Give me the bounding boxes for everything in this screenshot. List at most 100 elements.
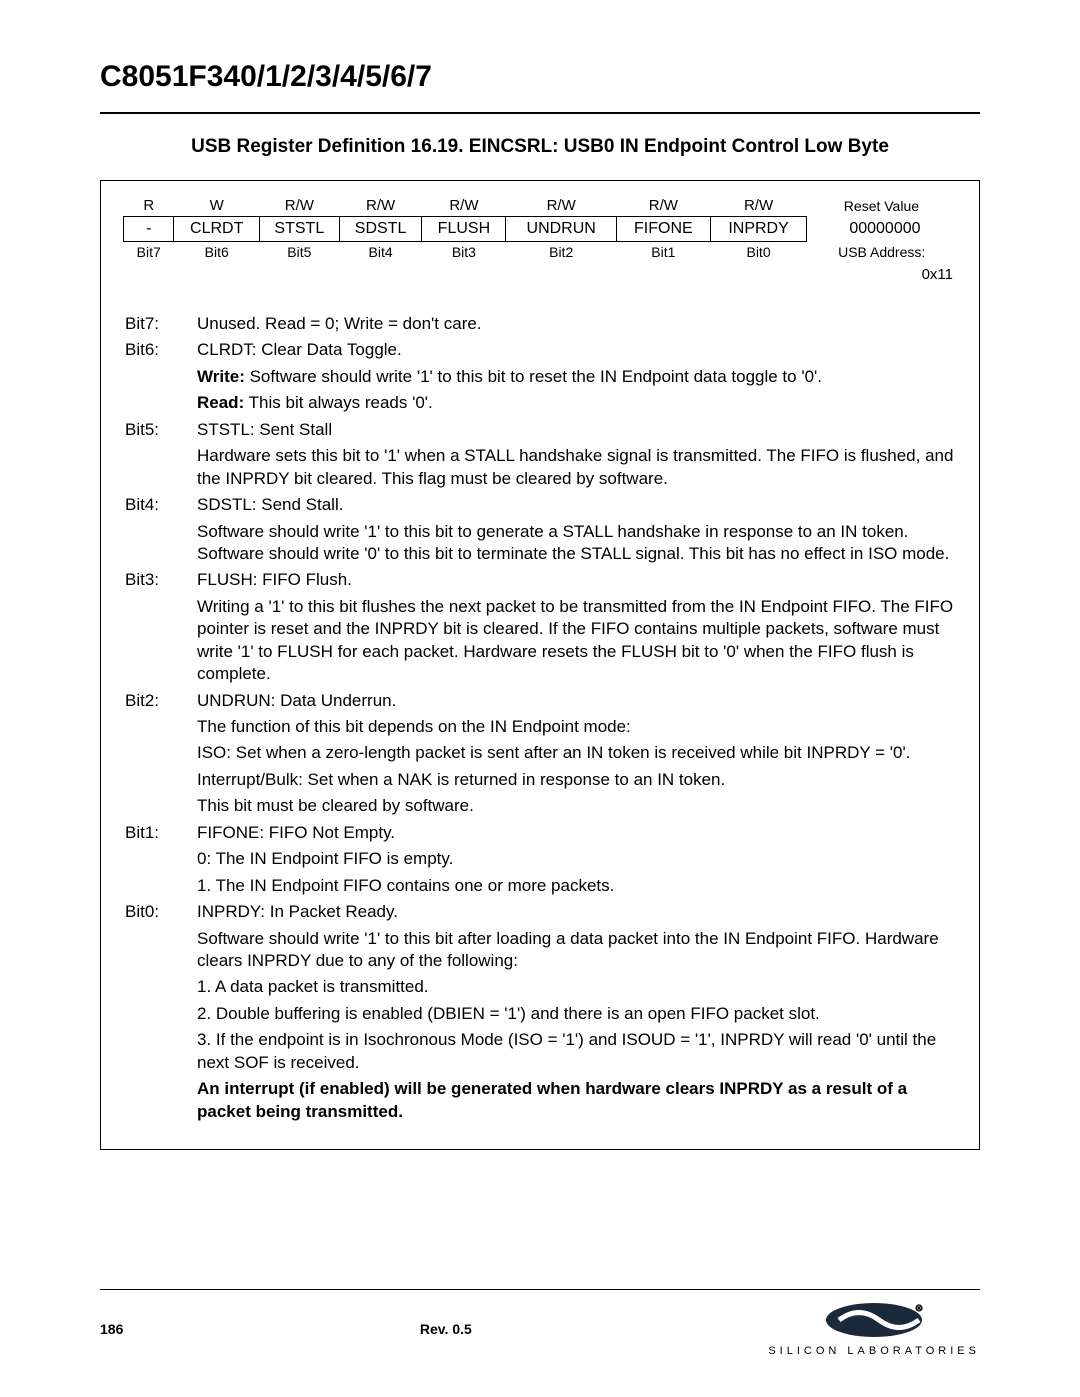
bit-cell: Bit3	[422, 242, 506, 263]
bit-label: Bit6:	[125, 339, 195, 363]
desc-row: Bit3:FLUSH: FIFO Flush.	[125, 569, 955, 593]
bit-cell: Bit1	[616, 242, 710, 263]
desc-row: Software should write '1' to this bit af…	[125, 928, 955, 975]
rw-cell: R/W	[710, 195, 807, 217]
name-cell: CLRDT	[174, 217, 259, 242]
bit-label	[125, 742, 195, 766]
desc-row: Bit7:Unused. Read = 0; Write = don't car…	[125, 313, 955, 337]
bit-cell: Bit0	[710, 242, 807, 263]
bit-label	[125, 928, 195, 975]
bit-label	[125, 976, 195, 1000]
name-cell: FIFONE	[616, 217, 710, 242]
bit-label	[125, 521, 195, 568]
reset-value: 00000000	[807, 217, 957, 242]
bit-label: Bit0:	[125, 901, 195, 925]
footer: 186 Rev. 0.5 SILICON LABORATORIES	[100, 1289, 980, 1357]
bit-description: Software should write '1' to this bit af…	[197, 928, 955, 975]
bit-label: Bit1:	[125, 822, 195, 846]
rw-row: R W R/W R/W R/W R/W R/W R/W Reset Value	[124, 195, 957, 217]
name-cell: SDSTL	[339, 217, 422, 242]
rw-cell: W	[174, 195, 259, 217]
bit-description: Read: This bit always reads '0'.	[197, 392, 955, 416]
register-title: USB Register Definition 16.19. EINCSRL: …	[100, 136, 980, 158]
bit-label	[125, 445, 195, 492]
bit-cell: Bit2	[506, 242, 617, 263]
desc-row: 1. A data packet is transmitted.	[125, 976, 955, 1000]
desc-row: Bit2:UNDRUN: Data Underrun.	[125, 690, 955, 714]
bit-description: INPRDY: In Packet Ready.	[197, 901, 955, 925]
bit-label	[125, 848, 195, 872]
desc-row: Bit6:CLRDT: Clear Data Toggle.	[125, 339, 955, 363]
bit-label: Bit2:	[125, 690, 195, 714]
desc-row: This bit must be cleared by software.	[125, 795, 955, 819]
register-box: R W R/W R/W R/W R/W R/W R/W Reset Value …	[100, 180, 980, 1150]
bit-description: Write: Software should write '1' to this…	[197, 366, 955, 390]
rw-cell: R/W	[422, 195, 506, 217]
desc-row: An interrupt (if enabled) will be genera…	[125, 1078, 955, 1125]
bit-cell: Bit5	[259, 242, 339, 263]
desc-row: The function of this bit depends on the …	[125, 716, 955, 740]
name-cell: FLUSH	[422, 217, 506, 242]
bit-label: Bit4:	[125, 494, 195, 518]
reset-value-header: Reset Value	[807, 195, 957, 217]
bit-description: Hardware sets this bit to '1' when a STA…	[197, 445, 955, 492]
desc-row: Interrupt/Bulk: Set when a NAK is return…	[125, 769, 955, 793]
bit-cell: Bit4	[339, 242, 422, 263]
bit-description: 2. Double buffering is enabled (DBIEN = …	[197, 1003, 955, 1027]
name-cell: UNDRUN	[506, 217, 617, 242]
desc-row: Read: This bit always reads '0'.	[125, 392, 955, 416]
bit-label	[125, 1003, 195, 1027]
divider-bottom	[100, 1289, 980, 1290]
desc-row: Bit4:SDSTL: Send Stall.	[125, 494, 955, 518]
silicon-labs-icon	[819, 1300, 929, 1340]
bit-description: STSTL: Sent Stall	[197, 419, 955, 443]
bit-description: 1. A data packet is transmitted.	[197, 976, 955, 1000]
usb-address-value: 0x11	[123, 266, 957, 283]
bit-description: FLUSH: FIFO Flush.	[197, 569, 955, 593]
bit-label: Bit5:	[125, 419, 195, 443]
bit-description: 1. The IN Endpoint FIFO contains one or …	[197, 875, 955, 899]
name-row: - CLRDT STSTL SDSTL FLUSH UNDRUN FIFONE …	[124, 217, 957, 242]
bit-description: Writing a '1' to this bit flushes the ne…	[197, 596, 955, 688]
bit-description: Software should write '1' to this bit to…	[197, 521, 955, 568]
bit-description: ISO: Set when a zero-length packet is se…	[197, 742, 955, 766]
desc-row: 0: The IN Endpoint FIFO is empty.	[125, 848, 955, 872]
name-cell: INPRDY	[710, 217, 807, 242]
rw-cell: R	[124, 195, 174, 217]
page-number: 186	[100, 1321, 123, 1337]
bit-label	[125, 596, 195, 688]
divider-top	[100, 112, 980, 114]
bit-label	[125, 1029, 195, 1076]
bit-label	[125, 392, 195, 416]
bits-table: R W R/W R/W R/W R/W R/W R/W Reset Value …	[123, 195, 957, 262]
name-cell: STSTL	[259, 217, 339, 242]
bit-description: An interrupt (if enabled) will be genera…	[197, 1078, 955, 1125]
bit-cell: Bit7	[124, 242, 174, 263]
bit-description: UNDRUN: Data Underrun.	[197, 690, 955, 714]
revision: Rev. 0.5	[420, 1321, 472, 1337]
desc-row: 1. The IN Endpoint FIFO contains one or …	[125, 875, 955, 899]
desc-row: Writing a '1' to this bit flushes the ne…	[125, 596, 955, 688]
rw-cell: R/W	[259, 195, 339, 217]
bit-description: The function of this bit depends on the …	[197, 716, 955, 740]
bit-description: Unused. Read = 0; Write = don't care.	[197, 313, 955, 337]
bit-label	[125, 1078, 195, 1125]
desc-row: ISO: Set when a zero-length packet is se…	[125, 742, 955, 766]
rw-cell: R/W	[616, 195, 710, 217]
desc-row: Write: Software should write '1' to this…	[125, 366, 955, 390]
bit-description: 0: The IN Endpoint FIFO is empty.	[197, 848, 955, 872]
desc-row: 3. If the endpoint is in Isochronous Mod…	[125, 1029, 955, 1076]
bit-label	[125, 366, 195, 390]
bit-description: SDSTL: Send Stall.	[197, 494, 955, 518]
desc-row: Software should write '1' to this bit to…	[125, 521, 955, 568]
bit-label: Bit7:	[125, 313, 195, 337]
desc-row: Bit1:FIFONE: FIFO Not Empty.	[125, 822, 955, 846]
bit-description: 3. If the endpoint is in Isochronous Mod…	[197, 1029, 955, 1076]
usb-address-label: USB Address:	[807, 242, 957, 263]
bit-label	[125, 716, 195, 740]
bit-cell: Bit6	[174, 242, 259, 263]
bit-description: This bit must be cleared by software.	[197, 795, 955, 819]
chip-title: C8051F340/1/2/3/4/5/6/7	[100, 60, 980, 94]
bit-row: Bit7 Bit6 Bit5 Bit4 Bit3 Bit2 Bit1 Bit0 …	[124, 242, 957, 263]
bit-description: FIFONE: FIFO Not Empty.	[197, 822, 955, 846]
